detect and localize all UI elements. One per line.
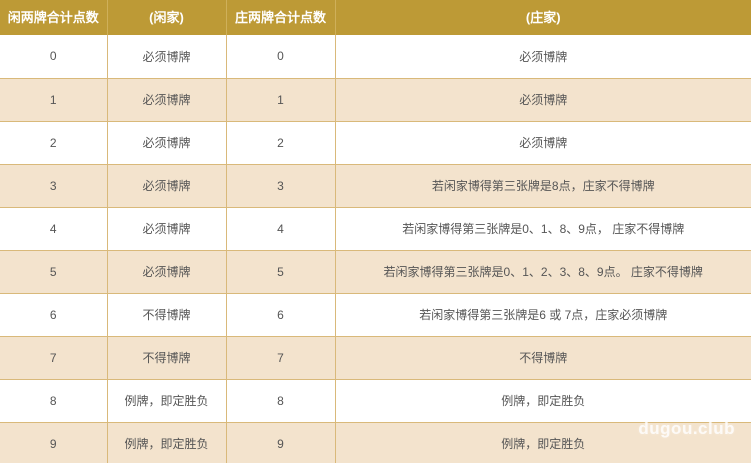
cell-player-total: 2	[0, 121, 108, 165]
cell-player-total: 3	[0, 164, 108, 208]
cell-player-total: 0	[0, 35, 108, 79]
cell-banker-action: 必须博牌	[335, 121, 751, 165]
cell-banker-total: 7	[226, 336, 336, 380]
cell-banker-action: 若闲家博得第三张牌是0、1、8、9点， 庄家不得博牌	[335, 207, 751, 251]
table-row: 3 必须博牌 3 若闲家博得第三张牌是8点，庄家不得博牌	[0, 164, 751, 208]
cell-banker-total: 5	[226, 250, 336, 294]
cell-player-total: 9	[0, 422, 108, 463]
cell-player-total: 1	[0, 78, 108, 122]
table-row: 4 必须博牌 4 若闲家博得第三张牌是0、1、8、9点， 庄家不得博牌	[0, 207, 751, 251]
table-row: 0 必须博牌 0 必须博牌	[0, 35, 751, 79]
cell-player-total: 6	[0, 293, 108, 337]
column-header-player-total: 闲两牌合计点数	[0, 0, 108, 35]
cell-banker-action: 若闲家博得第三张牌是6 或 7点，庄家必须博牌	[335, 293, 751, 337]
table-body: 0 必须博牌 0 必须博牌 1 必须博牌 1 必须博牌 2 必须博牌 2 必须博…	[0, 35, 751, 463]
table-row: 9 例牌，即定胜负 9 例牌，即定胜负	[0, 422, 751, 463]
cell-player-action: 必须博牌	[107, 121, 227, 165]
cell-player-total: 8	[0, 379, 108, 423]
cell-banker-total: 9	[226, 422, 336, 463]
column-header-player-label: (闲家)	[107, 0, 227, 35]
cell-banker-action: 不得博牌	[335, 336, 751, 380]
cell-player-action: 不得博牌	[107, 293, 227, 337]
cell-player-action: 例牌，即定胜负	[107, 422, 227, 463]
cell-player-action: 必须博牌	[107, 207, 227, 251]
cell-banker-action: 例牌，即定胜负	[335, 379, 751, 423]
cell-player-action: 必须博牌	[107, 164, 227, 208]
cell-player-total: 7	[0, 336, 108, 380]
table-row: 7 不得博牌 7 不得博牌	[0, 336, 751, 380]
table-header: 闲两牌合计点数 (闲家) 庄两牌合计点数 (庄家)	[0, 0, 751, 35]
cell-player-total: 4	[0, 207, 108, 251]
table-row: 8 例牌，即定胜负 8 例牌，即定胜负	[0, 379, 751, 423]
cell-banker-total: 6	[226, 293, 336, 337]
cell-banker-action: 例牌，即定胜负	[335, 422, 751, 463]
cell-banker-action: 必须博牌	[335, 78, 751, 122]
header-row: 闲两牌合计点数 (闲家) 庄两牌合计点数 (庄家)	[0, 0, 751, 35]
cell-banker-total: 1	[226, 78, 336, 122]
cell-banker-total: 2	[226, 121, 336, 165]
cell-banker-action: 若闲家博得第三张牌是0、1、2、3、8、9点。 庄家不得博牌	[335, 250, 751, 294]
cell-banker-total: 8	[226, 379, 336, 423]
cell-banker-total: 0	[226, 35, 336, 79]
cell-player-action: 必须博牌	[107, 250, 227, 294]
column-header-banker-label: (庄家)	[335, 0, 751, 35]
table-row: 2 必须博牌 2 必须博牌	[0, 121, 751, 165]
cell-player-action: 不得博牌	[107, 336, 227, 380]
cell-player-action: 必须博牌	[107, 78, 227, 122]
table-row: 5 必须博牌 5 若闲家博得第三张牌是0、1、2、3、8、9点。 庄家不得博牌	[0, 250, 751, 294]
cell-player-total: 5	[0, 250, 108, 294]
cell-banker-action: 必须博牌	[335, 35, 751, 79]
cell-player-action: 例牌，即定胜负	[107, 379, 227, 423]
column-header-banker-total: 庄两牌合计点数	[226, 0, 336, 35]
cell-banker-action: 若闲家博得第三张牌是8点，庄家不得博牌	[335, 164, 751, 208]
table-row: 1 必须博牌 1 必须博牌	[0, 78, 751, 122]
table-row: 6 不得博牌 6 若闲家博得第三张牌是6 或 7点，庄家必须博牌	[0, 293, 751, 337]
cell-banker-total: 3	[226, 164, 336, 208]
cell-banker-total: 4	[226, 207, 336, 251]
cell-player-action: 必须博牌	[107, 35, 227, 79]
